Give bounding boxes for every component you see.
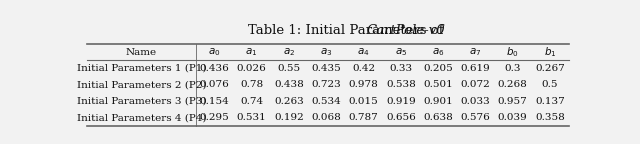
Text: Table 1: Initial Parameters of CartPole-v0: Table 1: Initial Parameters of CartPole-… [189,24,467,37]
Text: $a_5$: $a_5$ [395,46,407,58]
Text: 0.068: 0.068 [311,113,341,122]
Text: 0.436: 0.436 [200,64,229,73]
Text: $a_4$: $a_4$ [357,46,370,58]
Text: $a_3$: $a_3$ [320,46,332,58]
Text: 0.026: 0.026 [237,64,266,73]
Text: $a_0$: $a_0$ [208,46,221,58]
Text: 0.978: 0.978 [349,80,378,89]
Text: 0.531: 0.531 [237,113,266,122]
Text: $a_2$: $a_2$ [283,46,295,58]
Text: 0.957: 0.957 [498,97,527,106]
Text: Initial Parameters 3 (P3): Initial Parameters 3 (P3) [77,97,206,106]
Text: 0.33: 0.33 [389,64,412,73]
Text: 0.015: 0.015 [349,97,378,106]
Text: 0.137: 0.137 [535,97,564,106]
Text: 0.154: 0.154 [200,97,229,106]
Text: 0.576: 0.576 [460,113,490,122]
Text: 0.033: 0.033 [460,97,490,106]
Text: 0.638: 0.638 [423,113,453,122]
Text: 0.787: 0.787 [349,113,378,122]
Text: $a_7$: $a_7$ [469,46,481,58]
Text: 0.78: 0.78 [240,80,263,89]
Text: 0.42: 0.42 [352,64,375,73]
Text: $b_1$: $b_1$ [543,45,556,59]
Text: 0.3: 0.3 [504,64,521,73]
Text: 0.619: 0.619 [460,64,490,73]
Text: $a_6$: $a_6$ [432,46,444,58]
Text: Initial Parameters 2 (P2): Initial Parameters 2 (P2) [77,80,206,89]
Text: Table 1: Initial Parameters of: Table 1: Initial Parameters of [248,24,447,37]
Text: 0.538: 0.538 [386,80,415,89]
Text: Table 1: Initial Parameters of CartPole-v0: Table 1: Initial Parameters of CartPole-… [189,24,467,37]
Text: 0.076: 0.076 [200,80,229,89]
Text: 0.192: 0.192 [274,113,304,122]
Text: 0.267: 0.267 [535,64,564,73]
Text: 0.435: 0.435 [311,64,341,73]
Text: CartPole-v0: CartPole-v0 [366,24,445,37]
Text: 0.039: 0.039 [498,113,527,122]
Text: 0.919: 0.919 [386,97,415,106]
Text: 0.295: 0.295 [200,113,229,122]
Text: $b_0$: $b_0$ [506,45,519,59]
Text: $a_1$: $a_1$ [246,46,258,58]
Text: 0.74: 0.74 [240,97,263,106]
Text: 0.534: 0.534 [311,97,341,106]
Text: Name: Name [126,48,157,57]
Text: 0.263: 0.263 [274,97,304,106]
Text: Initial Parameters 1 (P1): Initial Parameters 1 (P1) [77,64,206,73]
Text: 0.358: 0.358 [535,113,564,122]
Text: 0.072: 0.072 [460,80,490,89]
Text: 0.901: 0.901 [423,97,453,106]
Text: 0.205: 0.205 [423,64,453,73]
Text: Initial Parameters 4 (P4): Initial Parameters 4 (P4) [77,113,206,122]
Text: 0.438: 0.438 [274,80,304,89]
Text: 0.501: 0.501 [423,80,453,89]
Text: 0.656: 0.656 [386,113,415,122]
Text: 0.55: 0.55 [277,64,300,73]
Text: 0.5: 0.5 [541,80,558,89]
Text: 0.268: 0.268 [498,80,527,89]
Text: 0.723: 0.723 [311,80,341,89]
